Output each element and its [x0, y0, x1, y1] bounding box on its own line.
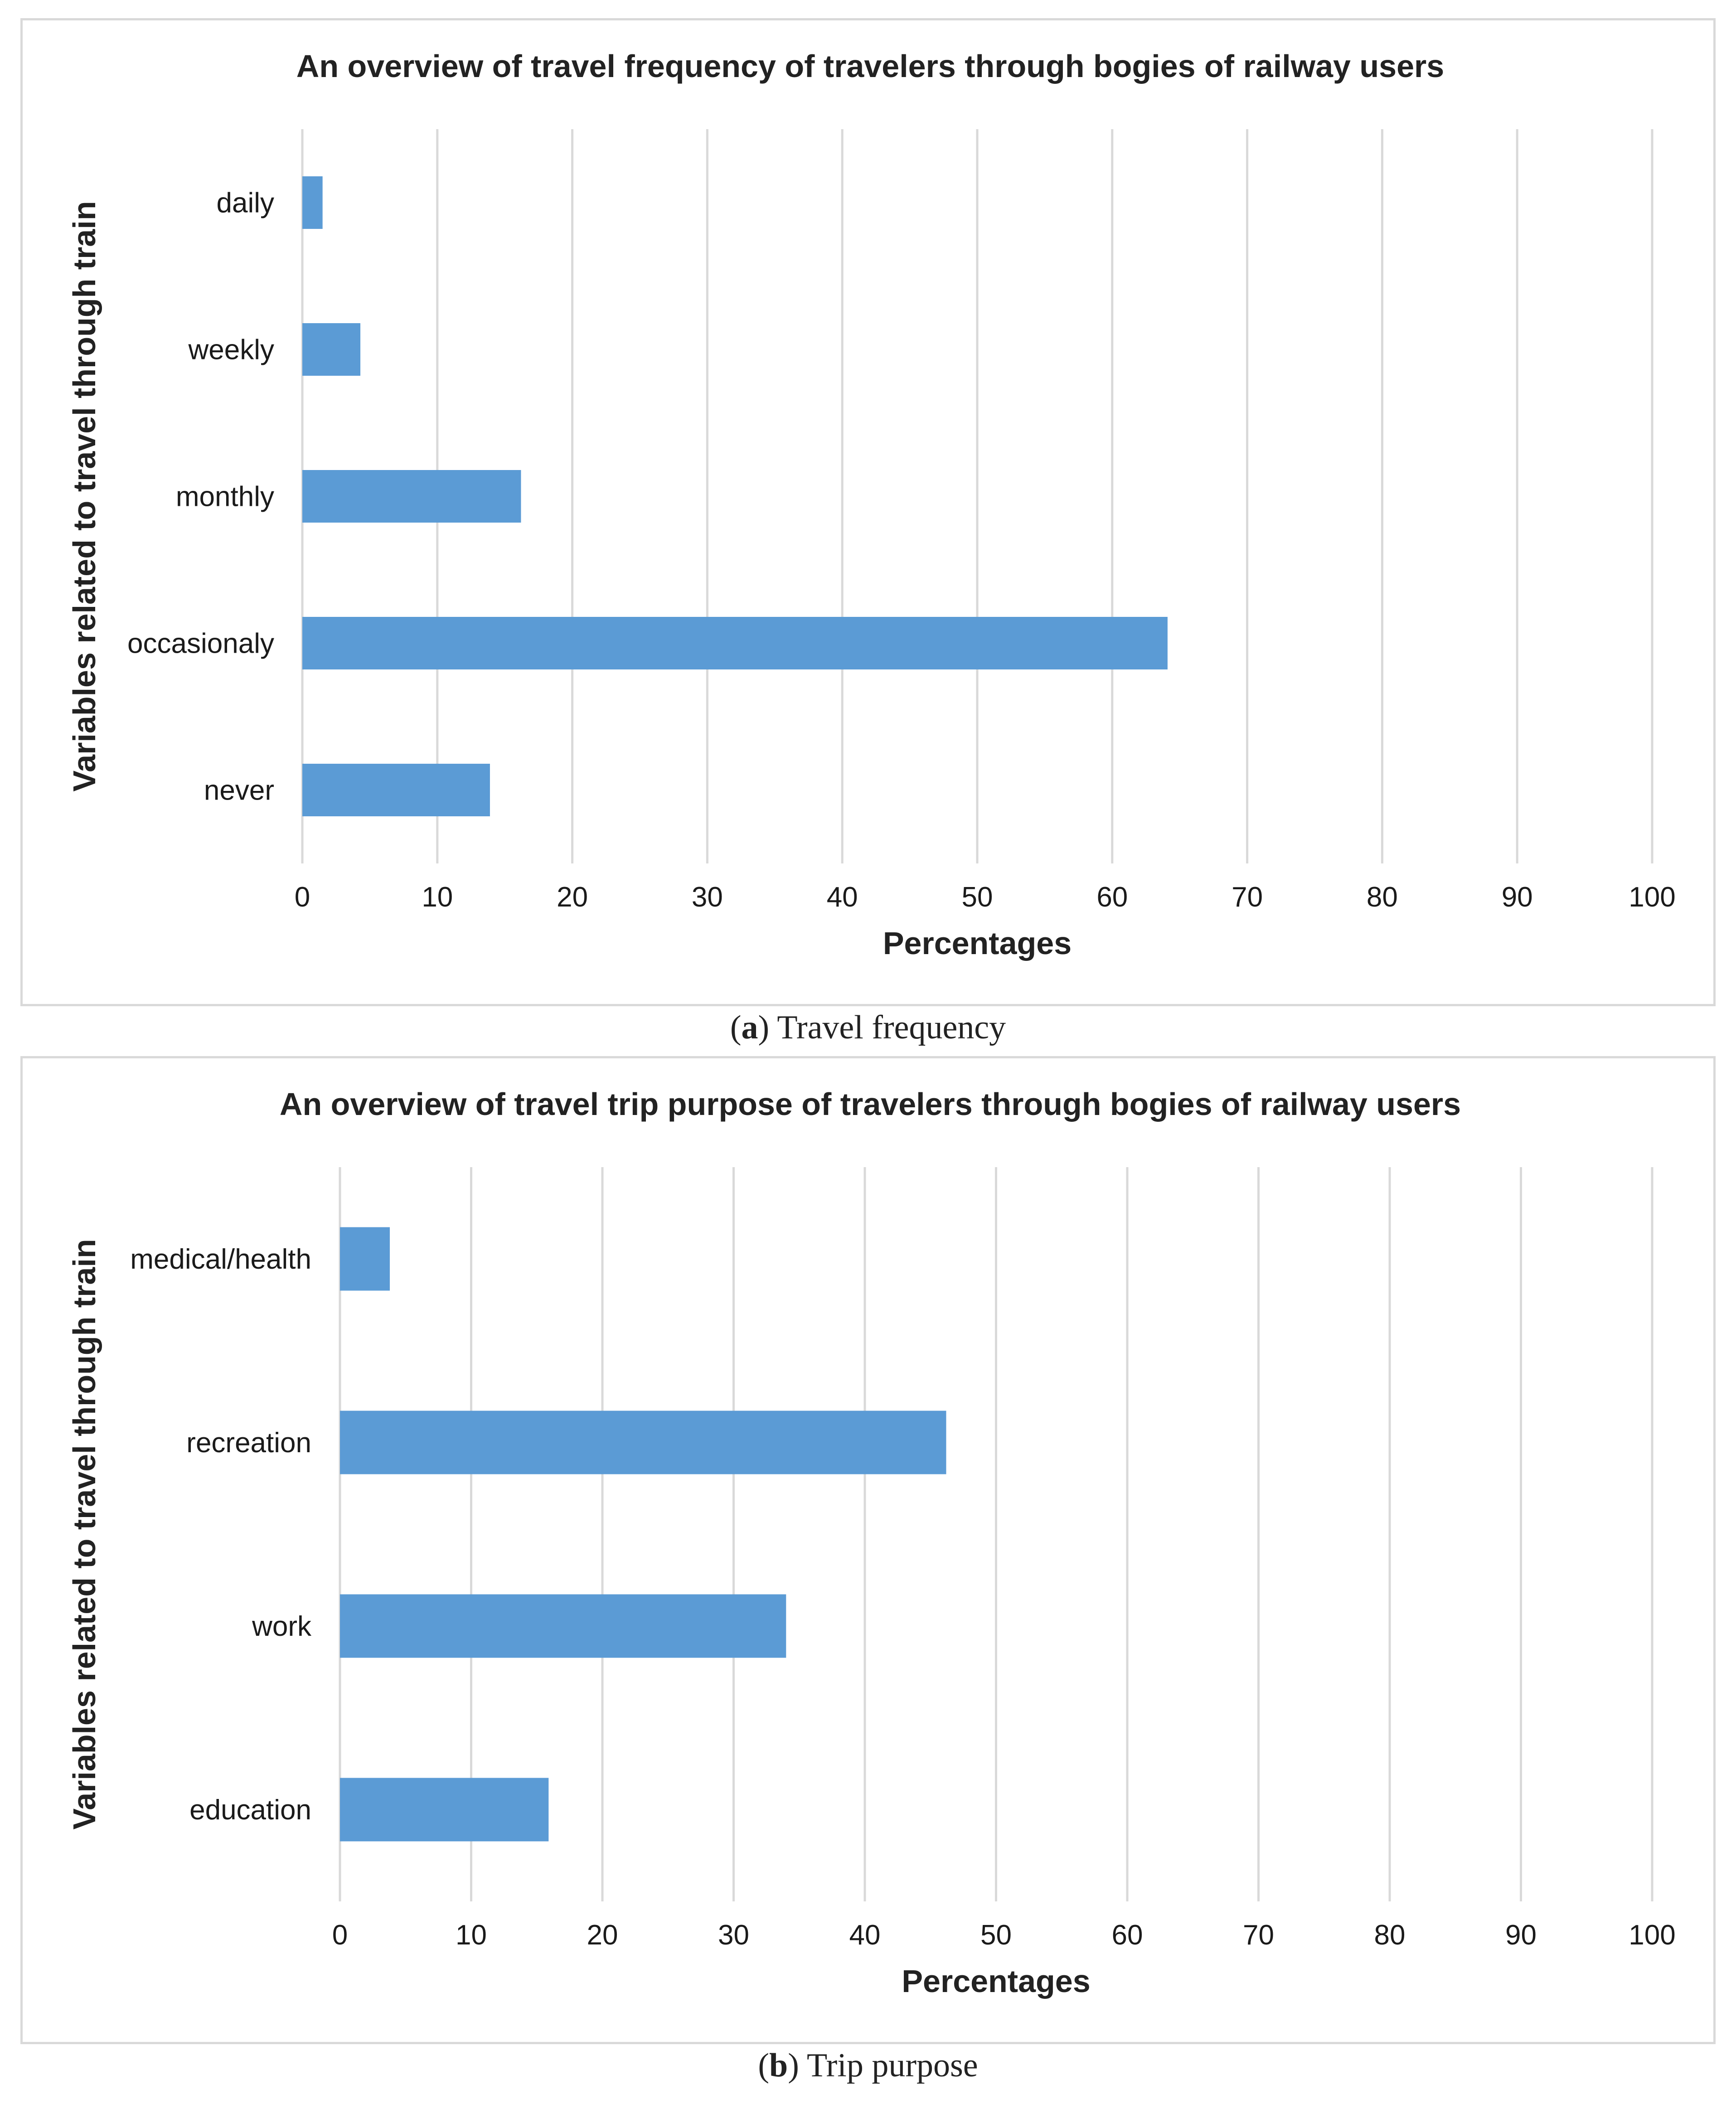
x-axis-title: Percentages — [902, 1963, 1090, 1999]
bar-monthly — [302, 470, 521, 523]
x-axis-title: Percentages — [883, 926, 1072, 961]
caption-b: (b) Trip purpose — [758, 2047, 978, 2084]
bar-work — [340, 1594, 786, 1658]
x-tick-label: 30 — [692, 882, 723, 913]
category-label: daily — [216, 188, 274, 219]
x-tick-label: 20 — [557, 882, 588, 913]
bar-recreation — [340, 1411, 946, 1474]
category-label: never — [204, 775, 274, 806]
x-tick-label: 10 — [422, 882, 453, 913]
category-label: work — [252, 1611, 312, 1642]
x-tick-label: 20 — [587, 1920, 618, 1951]
y-axis-title: Variables related to travel through trai… — [67, 201, 102, 791]
caption-a-letter: a — [741, 1009, 758, 1046]
x-tick-label: 30 — [718, 1920, 749, 1951]
y-axis-title: Variables related to travel through trai… — [67, 1239, 102, 1829]
category-label: weekly — [188, 335, 274, 366]
trip-purpose-chart: An overview of travel trip purpose of tr… — [67, 1086, 1676, 1999]
chart-panel-b: An overview of travel trip purpose of tr… — [20, 1056, 1716, 2044]
caption-b-text: Trip purpose — [807, 2047, 978, 2084]
bar-education — [340, 1778, 549, 1842]
x-tick-label: 10 — [456, 1920, 487, 1951]
x-tick-label: 40 — [849, 1920, 881, 1951]
x-tick-label: 0 — [295, 882, 310, 913]
bar-medical-health — [340, 1227, 390, 1291]
chart-title: An overview of travel frequency of trave… — [296, 48, 1444, 84]
chart-panel-a: An overview of travel frequency of trave… — [20, 18, 1716, 1006]
travel-frequency-chart: An overview of travel frequency of trave… — [67, 48, 1676, 961]
x-tick-label: 0 — [332, 1920, 348, 1951]
category-label: recreation — [186, 1427, 311, 1459]
chart-title: An overview of travel trip purpose of tr… — [280, 1086, 1461, 1122]
x-tick-label: 40 — [827, 882, 858, 913]
x-tick-label: 60 — [1112, 1920, 1143, 1951]
bar-weekly — [302, 323, 361, 376]
x-tick-label: 80 — [1374, 1920, 1406, 1951]
category-label: education — [189, 1794, 311, 1826]
bar-occasionaly — [302, 617, 1168, 669]
x-tick-label: 50 — [962, 882, 993, 913]
caption-b-letter: b — [769, 2047, 788, 2084]
x-tick-label: 70 — [1232, 882, 1263, 913]
bar-daily — [302, 176, 323, 229]
x-tick-label: 70 — [1243, 1920, 1274, 1951]
x-tick-label: 90 — [1502, 882, 1533, 913]
x-tick-label: 90 — [1505, 1920, 1537, 1951]
x-tick-label: 80 — [1367, 882, 1398, 913]
x-tick-label: 60 — [1096, 882, 1128, 913]
x-tick-label: 50 — [980, 1920, 1012, 1951]
category-label: monthly — [176, 481, 274, 513]
x-tick-label: 100 — [1629, 1920, 1675, 1951]
caption-a-text: Travel frequency — [777, 1009, 1006, 1046]
caption-a: (a) Travel frequency — [730, 1009, 1006, 1046]
category-label: medical/health — [130, 1244, 311, 1275]
x-tick-label: 100 — [1629, 882, 1675, 913]
bar-never — [302, 764, 490, 816]
category-label: occasionaly — [127, 628, 274, 659]
